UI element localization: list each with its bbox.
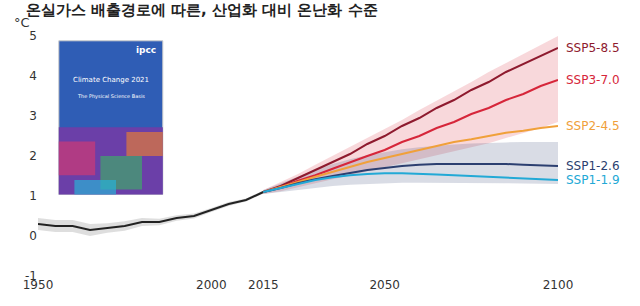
svg-text:0: 0 [29, 229, 37, 243]
svg-text:5: 5 [29, 29, 37, 43]
svg-text:2015: 2015 [248, 278, 279, 292]
svg-text:1950: 1950 [23, 278, 54, 292]
svg-text:2050: 2050 [369, 278, 400, 292]
svg-text:4: 4 [29, 69, 37, 83]
svg-text:3: 3 [29, 109, 37, 123]
svg-text:The Physical Science Basis: The Physical Science Basis [77, 93, 145, 100]
svg-text:2100: 2100 [543, 278, 574, 292]
svg-text:1: 1 [29, 189, 37, 203]
svg-text:온실가스 배출경로에 따른, 산업화 대비 온난화 수준: 온실가스 배출경로에 따른, 산업화 대비 온난화 수준 [26, 1, 378, 19]
svg-text:ipcc: ipcc [136, 45, 156, 55]
svg-text:°C: °C [14, 15, 30, 30]
svg-text:SSP3-7.0: SSP3-7.0 [566, 73, 620, 87]
svg-text:SSP1-1.9: SSP1-1.9 [566, 173, 620, 187]
svg-text:-1: -1 [25, 269, 37, 283]
svg-text:2: 2 [29, 149, 37, 163]
svg-text:SSP2-4.5: SSP2-4.5 [566, 119, 620, 133]
svg-text:Climate Change 2021: Climate Change 2021 [73, 76, 149, 84]
svg-text:SSP1-2.6: SSP1-2.6 [566, 159, 620, 173]
svg-text:SSP5-8.5: SSP5-8.5 [566, 41, 620, 55]
svg-text:2000: 2000 [196, 278, 227, 292]
